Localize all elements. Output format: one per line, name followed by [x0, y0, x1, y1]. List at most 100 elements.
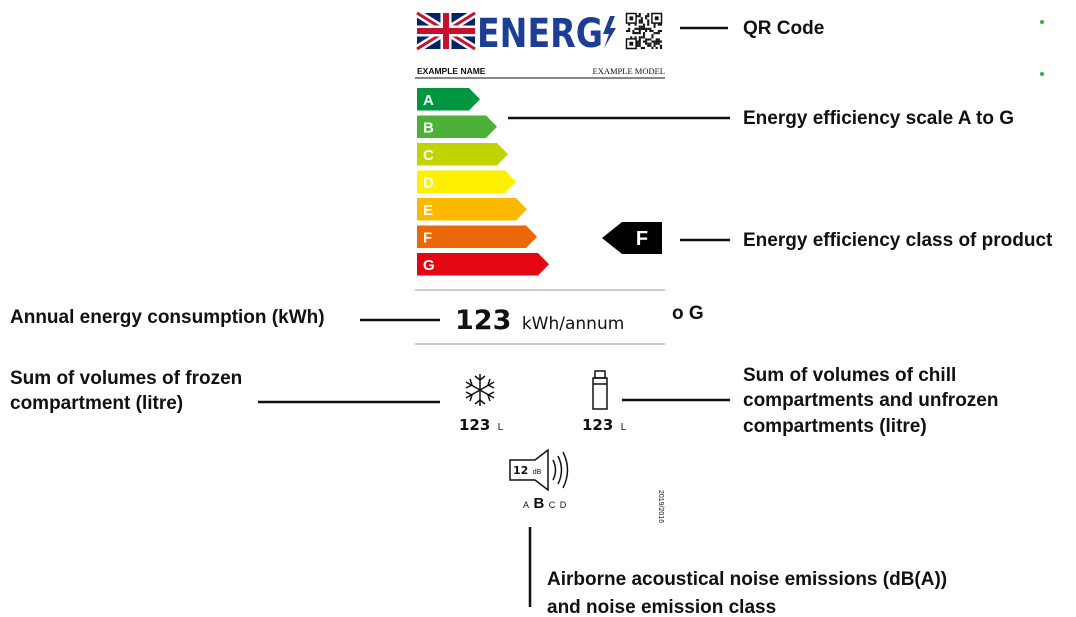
qr-cell — [638, 15, 641, 18]
qr-cell — [628, 29, 631, 33]
dot — [1040, 20, 1044, 24]
qr-cell — [638, 32, 641, 35]
noise-classes: A B C D — [523, 495, 567, 512]
qr-cell — [647, 15, 650, 18]
chill-value: 123 — [582, 416, 613, 434]
logo-text: ENERG — [477, 11, 603, 57]
qr-cell — [647, 27, 650, 30]
qr-cell — [659, 46, 662, 49]
qr-cell — [636, 44, 639, 47]
noise-class: A — [523, 500, 529, 510]
scale-letter: C — [423, 147, 434, 164]
qr-cell — [638, 25, 641, 28]
qr-cell — [659, 29, 662, 33]
chill: 123 L — [582, 416, 627, 434]
qr-cell — [638, 40, 641, 43]
qr-cell — [659, 44, 662, 47]
qr-cell — [642, 34, 646, 37]
qr-finder — [625, 12, 637, 24]
noise-value: 12 — [513, 464, 528, 477]
qr-cell — [653, 23, 656, 26]
qr-cell — [642, 46, 646, 49]
frozen-value: 123 — [459, 416, 490, 434]
qr-cell — [634, 32, 637, 35]
scale-letter: F — [423, 230, 432, 247]
qr-cell — [649, 38, 652, 41]
qr-finder — [651, 12, 663, 24]
qr-cell — [645, 17, 648, 20]
bottle-icon — [592, 370, 608, 410]
qr-cell — [657, 23, 660, 26]
qr-cell — [632, 29, 635, 33]
qr-cell — [645, 15, 648, 18]
qr-cell — [634, 36, 637, 39]
qr-cell — [657, 40, 660, 43]
qr-cell — [653, 44, 656, 47]
qr-cell — [655, 46, 658, 49]
scale-letter: G — [423, 257, 435, 274]
qr-code — [625, 12, 663, 50]
scale-letter: E — [423, 202, 433, 219]
scale-bar — [417, 253, 549, 276]
qr-cell — [649, 44, 652, 47]
qr-cell — [649, 27, 652, 30]
qr-cell — [653, 25, 656, 28]
model: EXAMPLE MODEL — [593, 66, 665, 76]
qr-cell — [640, 21, 643, 24]
qr-cell — [640, 17, 643, 20]
noise: 12 dB — [513, 461, 542, 478]
qr-cell — [659, 40, 662, 43]
qr-cell — [638, 44, 641, 47]
qr-cell — [653, 42, 656, 45]
qr-cell — [636, 40, 639, 43]
qr-cell — [645, 29, 648, 33]
qr-cell — [655, 38, 658, 41]
qr-cell — [638, 38, 641, 41]
qr-cell — [636, 42, 639, 45]
scale-bar — [417, 170, 516, 193]
qr-cell — [638, 29, 641, 33]
frozen: 123 L — [459, 416, 504, 434]
qr-cell — [638, 36, 641, 39]
annotation: compartments (litre) — [743, 416, 927, 437]
qr-cell — [642, 40, 646, 43]
qr-cell — [630, 36, 633, 39]
qr-cell — [636, 27, 639, 30]
annotation: Annual energy consumption (kWh) — [10, 307, 325, 328]
qr-cell — [628, 27, 631, 30]
scale-letter: B — [423, 120, 434, 137]
qr-cell — [657, 29, 660, 33]
qr-cell — [647, 42, 650, 45]
qr-cell — [651, 36, 654, 39]
lightning — [603, 16, 616, 48]
qr-cell — [653, 32, 656, 35]
qr-cell — [640, 36, 643, 39]
frozen-unit: L — [498, 422, 504, 433]
qr-cell — [638, 13, 641, 16]
qr-cell — [638, 42, 641, 45]
qr-cell — [640, 46, 643, 49]
qr-cell — [638, 19, 641, 22]
noise-class: D — [560, 500, 567, 510]
annotation: compartment (litre) — [10, 393, 183, 414]
qr-cell — [649, 29, 652, 33]
annotation: Sum of volumes of chill — [743, 365, 956, 386]
qr-cell — [645, 27, 648, 30]
qr-cell — [647, 23, 650, 26]
qr-cell — [642, 32, 646, 35]
qr-cell — [642, 23, 646, 26]
qr-cell — [655, 40, 658, 43]
qr-cell — [651, 34, 654, 37]
qr-cell — [645, 38, 648, 41]
chill-unit: L — [621, 422, 627, 433]
qr-cell — [638, 27, 641, 30]
qr-cell — [642, 36, 646, 39]
supplier: EXAMPLE NAME — [417, 66, 486, 76]
qr-cell — [640, 27, 643, 30]
annotation: Energy efficiency scale A to G — [743, 108, 1014, 129]
qr-cell — [636, 15, 639, 18]
qr-cell — [634, 23, 637, 26]
qr-cell — [638, 21, 641, 24]
class-arrow — [602, 222, 662, 254]
